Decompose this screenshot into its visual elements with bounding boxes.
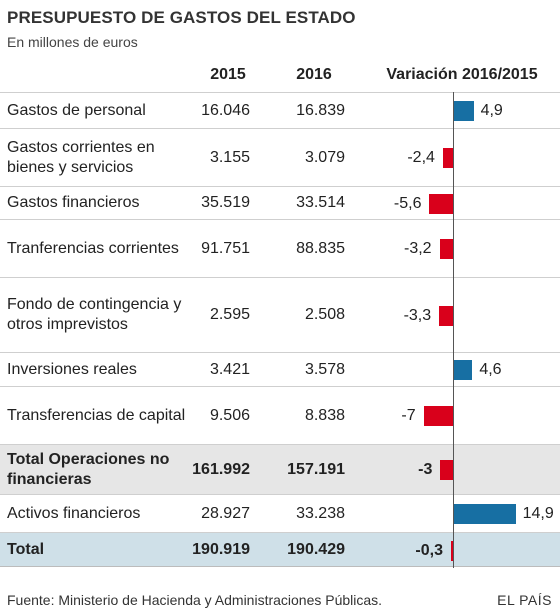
row-label: Tranferencias corrientes — [7, 239, 179, 257]
table-row: Gastos corrientes en bienes y servicios 3… — [0, 128, 560, 186]
variation-bar — [439, 239, 453, 259]
value-2015: 16.046 — [201, 101, 250, 119]
table-row: Total 190.919 190.429 -0,3 — [0, 532, 560, 567]
row-label: Gastos corrientes en bienes y servicios — [7, 138, 155, 176]
variation-label: -0,3 — [415, 541, 443, 559]
row-label: Total — [7, 540, 45, 558]
row-label: Gastos financieros — [7, 194, 140, 211]
table-row: Inversiones reales 3.421 3.578 4,6 — [0, 352, 560, 386]
row-label: Gastos de personal — [7, 101, 146, 119]
value-2016: 2.508 — [304, 306, 345, 323]
value-2016: 33.238 — [296, 504, 345, 522]
value-2015: 28.927 — [201, 504, 250, 522]
column-header-2016: 2016 — [296, 66, 332, 83]
variation-label: -3,2 — [403, 240, 432, 257]
variation-bar — [423, 406, 453, 426]
table-row: Gastos de personal 16.046 16.839 4,9 — [0, 92, 560, 128]
variation-bar — [453, 360, 473, 380]
variation-bar — [429, 193, 453, 214]
value-2016: 16.839 — [296, 101, 345, 119]
value-2016: 190.429 — [287, 540, 345, 558]
row-label: Inversiones reales — [7, 360, 137, 378]
variation-label: -3 — [418, 461, 433, 478]
value-2015: 9.506 — [209, 406, 250, 424]
table-row: Activos financieros 28.927 33.238 14,9 — [0, 494, 560, 532]
table-row: Total Operaciones no financieras 161.992 1… — [0, 444, 560, 494]
variation-label: -2,4 — [407, 149, 435, 166]
table-row: Transferencias de capital 9.506 8.838 -7 — [0, 386, 560, 444]
chart-title: PRESUPUESTO DE GASTOS DEL ESTADO — [7, 8, 356, 27]
variation-label: -3,3 — [403, 306, 432, 324]
value-2015: 3.421 — [209, 360, 250, 378]
value-2016: 8.838 — [304, 406, 345, 424]
variation-label: 14,9 — [522, 505, 554, 522]
variation-label: 4,6 — [479, 361, 502, 378]
chart-subtitle: En millones de euros — [7, 34, 138, 50]
value-2015: 3.155 — [209, 148, 250, 166]
value-2015: 91.751 — [201, 239, 250, 257]
value-2015: 35.519 — [201, 194, 250, 211]
table-row: Gastos financieros 35.519 33.514 -5,6 — [0, 186, 560, 219]
row-label: Transferencias de capital — [7, 406, 186, 424]
value-2015: 161.992 — [192, 460, 250, 478]
value-2015: 190.919 — [192, 540, 250, 558]
variation-bar — [442, 148, 453, 168]
value-2015: 2.595 — [209, 306, 250, 323]
row-label: Activos financieros — [7, 504, 141, 522]
variation-bar — [440, 460, 453, 480]
source-note: Fuente: Ministerio de Hacienda y Adminis… — [7, 592, 383, 608]
value-2016: 3.079 — [304, 148, 345, 166]
variation-bar — [453, 504, 516, 524]
value-2016: 33.514 — [296, 194, 345, 211]
table-row: Fondo de contingencia y otros imprevisto… — [0, 277, 560, 352]
value-2016: 3.578 — [304, 360, 345, 378]
brand-logo: EL PAÍS — [497, 592, 552, 608]
value-2016: 157.191 — [287, 460, 345, 478]
variation-label: -5,6 — [393, 194, 422, 212]
variation-bar — [453, 101, 474, 121]
variation-bar — [439, 305, 453, 326]
row-label: Fondo de contingencia y otros imprevisto… — [7, 296, 182, 333]
column-header-2015: 2015 — [210, 66, 246, 83]
table-row: Tranferencias corrientes 91.751 88.835 -3,2 — [0, 219, 560, 277]
value-2016: 88.835 — [296, 239, 345, 257]
variation-label: 4,9 — [480, 102, 503, 119]
row-label: Total Operaciones no financieras — [7, 450, 170, 488]
variation-bar — [451, 540, 453, 561]
column-header-variation: Variación 2016/2015 — [386, 66, 538, 83]
variation-label: -7 — [401, 407, 416, 424]
variation-zero-axis — [453, 92, 454, 568]
